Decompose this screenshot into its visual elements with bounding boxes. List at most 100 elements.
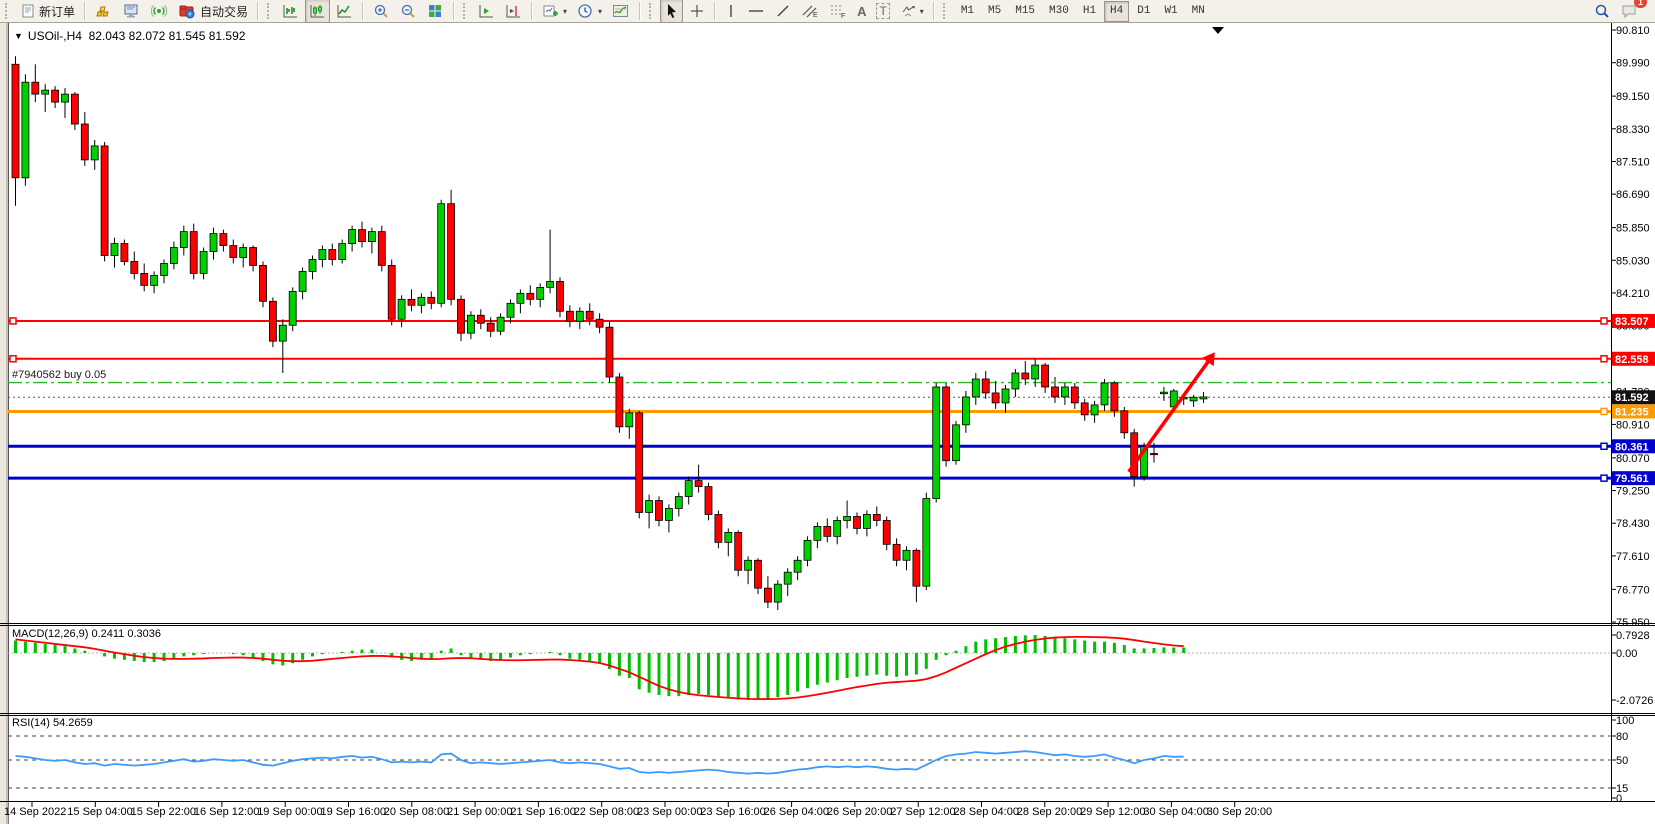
rsi-tick: 100 [1616,715,1634,727]
arrows-tool-button[interactable]: ▾ [896,0,928,23]
candle-body [140,273,149,286]
candle-body [1041,364,1049,388]
auto-scroll-icon [479,5,494,18]
candle-body [764,587,772,603]
toolbar-grip[interactable] [5,3,11,19]
new-order-button[interactable]: 新订单 [16,0,79,23]
candle-body [1090,404,1099,416]
trendline-tool-button[interactable] [771,0,795,23]
timeframe-w1-button[interactable]: W1 [1164,4,1178,17]
timeframe-m30-button[interactable]: M30 [1049,4,1069,17]
notifications-button[interactable]: 1 [1617,0,1647,23]
trend-arrow[interactable] [1127,357,1212,473]
candle-body [655,500,663,521]
gold-bars-icon [96,6,109,17]
time-tick-label: 19 Sep 16:00 [321,806,386,818]
chart-area[interactable]: 90.810 89.990 89.150 88.330 87.510 86.690 85.8… [0,23,1655,824]
rsi-indicator-label: RSI(14) 54.2659 [12,717,93,729]
cursor-tool-button[interactable] [660,0,684,23]
tile-windows-button[interactable] [423,0,448,23]
signal-icon [151,5,168,17]
terminal-button[interactable] [119,0,145,23]
chart-title: ▼ USOil-,H4 82.043 82.072 81.545 81.592 [14,29,245,43]
candle-body [229,245,238,258]
price-tick: 75.950 [1616,617,1650,629]
price-tick: 86.690 [1616,189,1650,201]
candle-body [239,247,248,258]
candle-body [754,559,762,589]
text-label-tool-button[interactable]: T [872,0,893,23]
candle-body [278,324,287,342]
candle-body [219,233,228,246]
candle-body [674,496,683,509]
fibonacci-tool-button[interactable]: F [825,0,851,23]
line-chart-mode-button[interactable] [332,0,357,23]
search-button[interactable] [1590,0,1615,23]
candle-body [902,549,911,561]
text-label-icon: T [876,3,890,19]
toolbar: 新订单 自动交易 [0,0,1655,23]
candle-body [744,559,752,571]
price-flag [1612,390,1655,405]
candle-body [476,314,485,324]
price-flag-text: 83.507 [1615,316,1649,328]
candle-body [1160,391,1168,395]
candle-body [160,263,168,276]
candle-body [1140,446,1148,478]
candle-chart-mode-button[interactable] [305,0,331,23]
candle-body [328,249,337,260]
timeframe-m5-button[interactable]: M5 [988,4,1002,17]
auto-scroll-button[interactable] [474,0,499,23]
fibonacci-icon: F [831,5,845,19]
candle-body [872,514,881,521]
time-tick-label: 29 Sep 12:00 [1080,806,1145,818]
candle-body [991,392,1000,404]
bar-chart-mode-button[interactable] [278,0,303,23]
chart-menu-triangle-icon[interactable]: ▼ [14,31,23,41]
candle-body [704,486,713,515]
candle-body [51,89,59,103]
periods-button[interactable]: ▾ [573,0,606,23]
price-flag [1612,313,1655,328]
candle-body [536,286,545,300]
candle-body [595,318,604,328]
time-tick-label: 26 Sep 04:00 [764,806,829,818]
chart-shift-marker-icon[interactable] [1212,27,1224,34]
timeframe-m15-button[interactable]: M15 [1015,4,1036,17]
candle-body [863,514,871,529]
autotrade-button[interactable]: 自动交易 [175,0,252,23]
crosshair-tool-button[interactable] [685,0,709,23]
candle-body [11,63,20,179]
candle-body [268,300,277,342]
indicators-button[interactable] [608,0,634,23]
chart-shift-button[interactable] [501,0,526,23]
timeframe-h1-button[interactable]: H1 [1082,4,1097,17]
candle-body [308,259,317,272]
hline-tool-button[interactable] [743,0,769,23]
channel-tool-button[interactable]: E [797,0,823,23]
timeframe-h4-button[interactable]: H4 [1104,0,1130,22]
zoom-in-button[interactable] [369,0,394,23]
rsi-panel: 100 80 50 150 [8,715,1634,805]
vline-tool-button[interactable] [721,0,741,23]
market-watch-button[interactable] [91,0,117,23]
candle-body [407,298,416,306]
timeframe-m1-button[interactable]: M1 [960,4,975,17]
time-tick-label: 23 Sep 16:00 [700,806,765,818]
candle-body [169,247,178,264]
zoom-out-icon [401,4,415,18]
chart-canvas[interactable]: 90.810 89.990 89.150 88.330 87.510 86.690 85.8… [0,23,1655,824]
signals-button[interactable] [147,0,173,23]
trendline-icon [777,5,789,17]
indicators-icon [613,5,629,17]
price-tick: 85.850 [1616,223,1650,235]
text-tool-button[interactable]: A [853,0,870,23]
timeframe-mn-button[interactable]: MN [1191,4,1205,17]
new-chart-button[interactable]: ▾ [538,0,571,23]
trend-arrow-head [1201,352,1215,367]
candle-body [625,412,634,428]
candle-body [853,516,861,529]
zoom-out-button[interactable] [396,0,421,23]
timeframe-d1-button[interactable]: D1 [1137,4,1151,17]
new-order-label: 新订单 [39,4,76,19]
